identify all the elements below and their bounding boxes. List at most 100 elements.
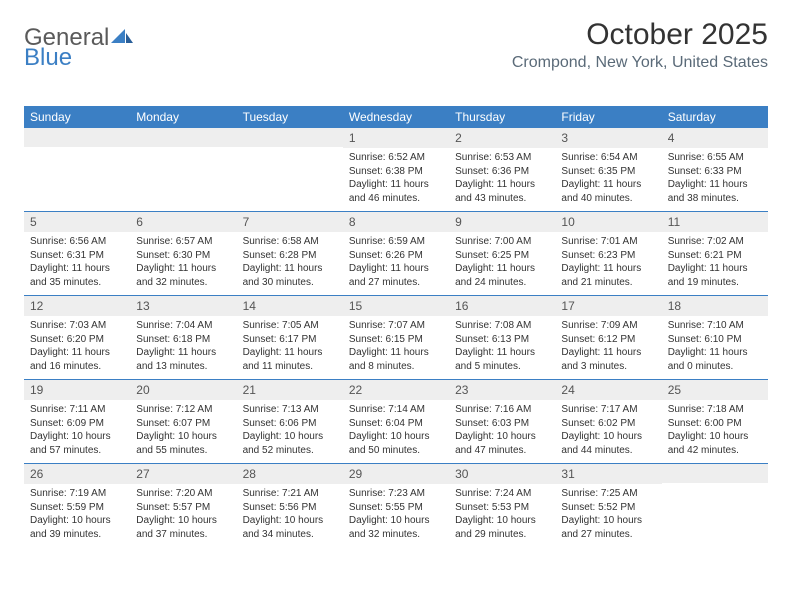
day-cell [130, 128, 236, 211]
sunrise-text: Sunrise: 7:18 AM [668, 403, 762, 417]
sunset-text: Sunset: 6:33 PM [668, 165, 762, 179]
weekday-header-row: SundayMondayTuesdayWednesdayThursdayFrid… [24, 106, 768, 128]
day-body: Sunrise: 7:07 AMSunset: 6:15 PMDaylight:… [343, 316, 449, 379]
day-body: Sunrise: 7:13 AMSunset: 6:06 PMDaylight:… [237, 400, 343, 463]
day-cell: 4Sunrise: 6:55 AMSunset: 6:33 PMDaylight… [662, 128, 768, 211]
daylight-text: Daylight: 11 hours and 5 minutes. [455, 346, 549, 373]
daylight-text: Daylight: 10 hours and 44 minutes. [561, 430, 655, 457]
daylight-text: Daylight: 11 hours and 11 minutes. [243, 346, 337, 373]
day-cell: 1Sunrise: 6:52 AMSunset: 6:38 PMDaylight… [343, 128, 449, 211]
logo-text-blue: Blue [24, 44, 72, 72]
sunrise-text: Sunrise: 7:14 AM [349, 403, 443, 417]
header: General October 2025 Crompond, New York,… [24, 18, 768, 72]
day-body: Sunrise: 7:12 AMSunset: 6:07 PMDaylight:… [130, 400, 236, 463]
day-cell: 18Sunrise: 7:10 AMSunset: 6:10 PMDayligh… [662, 296, 768, 379]
sunset-text: Sunset: 6:06 PM [243, 417, 337, 431]
day-number: 31 [555, 464, 661, 484]
page-title: October 2025 [512, 18, 768, 52]
day-cell [662, 464, 768, 547]
day-number: 23 [449, 380, 555, 400]
day-cell [237, 128, 343, 211]
daylight-text: Daylight: 11 hours and 46 minutes. [349, 178, 443, 205]
daylight-text: Daylight: 11 hours and 13 minutes. [136, 346, 230, 373]
day-number: 22 [343, 380, 449, 400]
day-number: 12 [24, 296, 130, 316]
sunrise-text: Sunrise: 7:10 AM [668, 319, 762, 333]
daylight-text: Daylight: 11 hours and 27 minutes. [349, 262, 443, 289]
day-cell: 12Sunrise: 7:03 AMSunset: 6:20 PMDayligh… [24, 296, 130, 379]
day-number [662, 464, 768, 483]
calendar-page: General October 2025 Crompond, New York,… [0, 0, 792, 547]
day-number: 18 [662, 296, 768, 316]
day-number [130, 128, 236, 147]
day-number: 7 [237, 212, 343, 232]
daylight-text: Daylight: 11 hours and 0 minutes. [668, 346, 762, 373]
day-cell: 6Sunrise: 6:57 AMSunset: 6:30 PMDaylight… [130, 212, 236, 295]
sunrise-text: Sunrise: 6:55 AM [668, 151, 762, 165]
day-body: Sunrise: 7:02 AMSunset: 6:21 PMDaylight:… [662, 232, 768, 295]
week-row: 1Sunrise: 6:52 AMSunset: 6:38 PMDaylight… [24, 128, 768, 211]
sunset-text: Sunset: 5:53 PM [455, 501, 549, 515]
day-number: 19 [24, 380, 130, 400]
sunrise-text: Sunrise: 7:01 AM [561, 235, 655, 249]
day-body: Sunrise: 7:23 AMSunset: 5:55 PMDaylight:… [343, 484, 449, 547]
day-number: 13 [130, 296, 236, 316]
daylight-text: Daylight: 10 hours and 55 minutes. [136, 430, 230, 457]
sunset-text: Sunset: 5:55 PM [349, 501, 443, 515]
sunset-text: Sunset: 6:07 PM [136, 417, 230, 431]
day-cell: 10Sunrise: 7:01 AMSunset: 6:23 PMDayligh… [555, 212, 661, 295]
sunset-text: Sunset: 6:23 PM [561, 249, 655, 263]
day-number: 6 [130, 212, 236, 232]
day-cell: 23Sunrise: 7:16 AMSunset: 6:03 PMDayligh… [449, 380, 555, 463]
day-number: 24 [555, 380, 661, 400]
sunrise-text: Sunrise: 7:09 AM [561, 319, 655, 333]
sunset-text: Sunset: 5:52 PM [561, 501, 655, 515]
daylight-text: Daylight: 10 hours and 52 minutes. [243, 430, 337, 457]
daylight-text: Daylight: 10 hours and 47 minutes. [455, 430, 549, 457]
day-body: Sunrise: 7:00 AMSunset: 6:25 PMDaylight:… [449, 232, 555, 295]
day-number: 10 [555, 212, 661, 232]
week-row: 19Sunrise: 7:11 AMSunset: 6:09 PMDayligh… [24, 379, 768, 463]
sunrise-text: Sunrise: 7:00 AM [455, 235, 549, 249]
daylight-text: Daylight: 11 hours and 16 minutes. [30, 346, 124, 373]
day-body: Sunrise: 7:16 AMSunset: 6:03 PMDaylight:… [449, 400, 555, 463]
daylight-text: Daylight: 10 hours and 39 minutes. [30, 514, 124, 541]
day-body: Sunrise: 6:55 AMSunset: 6:33 PMDaylight:… [662, 148, 768, 211]
sunrise-text: Sunrise: 7:20 AM [136, 487, 230, 501]
daylight-text: Daylight: 11 hours and 3 minutes. [561, 346, 655, 373]
sunrise-text: Sunrise: 7:11 AM [30, 403, 124, 417]
weekday-header: Sunday [24, 106, 130, 128]
day-body: Sunrise: 7:19 AMSunset: 5:59 PMDaylight:… [24, 484, 130, 547]
day-cell: 14Sunrise: 7:05 AMSunset: 6:17 PMDayligh… [237, 296, 343, 379]
sunset-text: Sunset: 5:56 PM [243, 501, 337, 515]
day-cell: 15Sunrise: 7:07 AMSunset: 6:15 PMDayligh… [343, 296, 449, 379]
sunset-text: Sunset: 6:25 PM [455, 249, 549, 263]
sunset-text: Sunset: 6:35 PM [561, 165, 655, 179]
day-body: Sunrise: 6:56 AMSunset: 6:31 PMDaylight:… [24, 232, 130, 295]
day-body: Sunrise: 7:05 AMSunset: 6:17 PMDaylight:… [237, 316, 343, 379]
sunset-text: Sunset: 6:04 PM [349, 417, 443, 431]
day-number: 16 [449, 296, 555, 316]
calendar: SundayMondayTuesdayWednesdayThursdayFrid… [24, 106, 768, 547]
day-body: Sunrise: 7:17 AMSunset: 6:02 PMDaylight:… [555, 400, 661, 463]
day-body: Sunrise: 7:09 AMSunset: 6:12 PMDaylight:… [555, 316, 661, 379]
sunrise-text: Sunrise: 7:19 AM [30, 487, 124, 501]
day-cell: 30Sunrise: 7:24 AMSunset: 5:53 PMDayligh… [449, 464, 555, 547]
sunrise-text: Sunrise: 7:07 AM [349, 319, 443, 333]
day-number [24, 128, 130, 147]
daylight-text: Daylight: 10 hours and 42 minutes. [668, 430, 762, 457]
day-number: 30 [449, 464, 555, 484]
day-number: 25 [662, 380, 768, 400]
day-number: 2 [449, 128, 555, 148]
sunrise-text: Sunrise: 7:23 AM [349, 487, 443, 501]
daylight-text: Daylight: 10 hours and 27 minutes. [561, 514, 655, 541]
sunset-text: Sunset: 6:36 PM [455, 165, 549, 179]
weekday-header: Tuesday [237, 106, 343, 128]
day-number: 9 [449, 212, 555, 232]
sunrise-text: Sunrise: 7:12 AM [136, 403, 230, 417]
sail-icon [111, 24, 133, 52]
daylight-text: Daylight: 10 hours and 32 minutes. [349, 514, 443, 541]
day-body: Sunrise: 6:52 AMSunset: 6:38 PMDaylight:… [343, 148, 449, 211]
day-body [130, 147, 236, 205]
sunrise-text: Sunrise: 7:21 AM [243, 487, 337, 501]
